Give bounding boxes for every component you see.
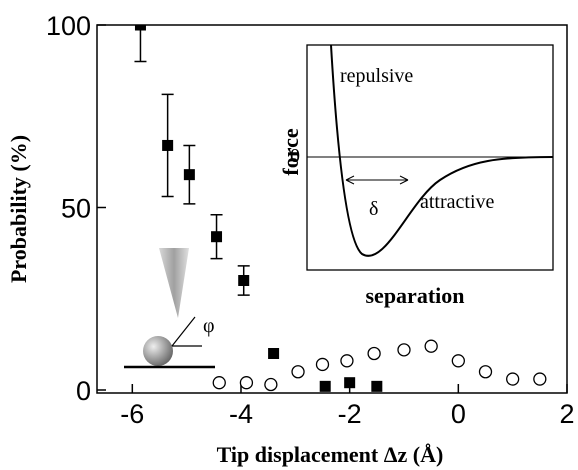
point bbox=[319, 380, 331, 392]
x-tick-label: -6 bbox=[120, 399, 144, 429]
point bbox=[478, 365, 493, 379]
point bbox=[451, 354, 465, 368]
point bbox=[239, 376, 254, 390]
point bbox=[162, 139, 174, 151]
point bbox=[134, 25, 146, 31]
point bbox=[340, 354, 354, 368]
point bbox=[397, 343, 411, 357]
y-axis-title: Probability (%) bbox=[6, 135, 31, 283]
inset-y-title: force bbox=[278, 128, 303, 175]
point bbox=[264, 377, 278, 392]
potential-curve bbox=[330, 44, 554, 257]
point bbox=[238, 275, 250, 286]
angle-label: φ bbox=[203, 315, 215, 337]
point bbox=[211, 231, 223, 243]
point bbox=[268, 348, 280, 359]
inset-x-title: separation bbox=[366, 283, 465, 308]
point bbox=[367, 346, 381, 361]
attractive-label: attractive bbox=[420, 191, 495, 213]
point bbox=[371, 380, 383, 392]
repulsive-label: repulsive bbox=[340, 65, 413, 87]
zero-label: 0 bbox=[290, 145, 300, 167]
x-tick-label: -4 bbox=[229, 399, 253, 429]
x-tick-label: -2 bbox=[338, 399, 362, 429]
error-bar bbox=[134, 25, 147, 63]
y-tick-label: 100 bbox=[46, 11, 91, 41]
x-tick-label: 2 bbox=[559, 399, 574, 429]
point bbox=[533, 372, 547, 386]
tip-cone bbox=[159, 248, 189, 318]
point bbox=[506, 372, 520, 386]
data-layer bbox=[134, 25, 547, 392]
angle-arm bbox=[171, 316, 196, 347]
y-tick-label: 50 bbox=[61, 194, 91, 224]
point bbox=[291, 365, 305, 379]
point bbox=[212, 376, 226, 390]
y-tick-label: 0 bbox=[76, 376, 91, 406]
delta-arrowheads bbox=[345, 175, 409, 185]
point bbox=[315, 357, 330, 372]
x-tick-label: 0 bbox=[451, 399, 466, 429]
point bbox=[183, 169, 195, 181]
inset: repulsive attractive δ 0 force separatio… bbox=[278, 44, 554, 308]
point bbox=[424, 339, 438, 353]
delta-label: δ bbox=[369, 198, 378, 220]
point bbox=[344, 377, 356, 389]
molecule bbox=[143, 336, 173, 366]
tip-illustration: φ bbox=[124, 248, 215, 369]
x-axis-title: Tip displacement Δz (Å) bbox=[217, 442, 444, 467]
plot-frame bbox=[96, 24, 568, 394]
